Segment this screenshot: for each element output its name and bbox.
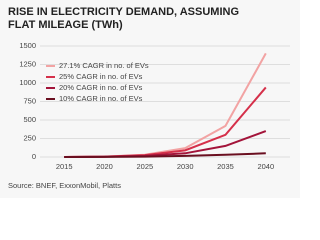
y-tick-label: 250 <box>23 133 36 142</box>
x-tick-label: 2025 <box>136 162 153 171</box>
x-tick-label: 2040 <box>257 162 274 171</box>
source: Source: BNEF, ExxonMobil, Platts <box>8 181 121 190</box>
x-tick-label: 2020 <box>96 162 113 171</box>
y-tick-label: 0 <box>32 152 36 161</box>
y-tick-label: 500 <box>23 115 36 124</box>
chart-svg: Source: BNEF, ExxonMobil, Platts 0 250 500… <box>8 41 290 190</box>
y-tick-label: 750 <box>23 96 36 105</box>
legend-label: 25% CAGR in no. of EVs <box>59 72 143 81</box>
y-tick-label: 1000 <box>19 78 36 87</box>
chart-title: RISE IN ELECTRICITY DEMAND, ASSUMING FLA… <box>8 6 240 31</box>
x-tick-label: 2035 <box>217 162 234 171</box>
y-tick-label: 1500 <box>19 41 36 50</box>
x-tick-label: 2015 <box>56 162 73 171</box>
series-line <box>64 152 266 158</box>
x-tick-label: 2030 <box>177 162 194 171</box>
legend-label: 10% CAGR in no. of EVs <box>59 94 143 103</box>
y-tick-label: 1250 <box>19 59 36 68</box>
legend-label: 27.1% CAGR in no. of EVs <box>59 61 149 70</box>
legend-label: 20% CAGR in no. of EVs <box>59 83 143 92</box>
chart: Source: BNEF, ExxonMobil, Platts 0 250 500… <box>8 6 290 190</box>
